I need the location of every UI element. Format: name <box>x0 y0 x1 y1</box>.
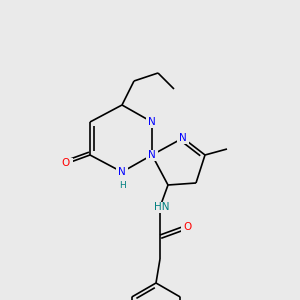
FancyBboxPatch shape <box>146 149 158 161</box>
FancyBboxPatch shape <box>181 221 195 233</box>
FancyBboxPatch shape <box>177 133 189 143</box>
Text: H: H <box>118 182 125 190</box>
FancyBboxPatch shape <box>146 116 158 128</box>
Text: O: O <box>62 158 70 168</box>
Text: N: N <box>118 167 126 177</box>
FancyBboxPatch shape <box>145 202 167 212</box>
Text: O: O <box>184 222 192 232</box>
Text: N: N <box>148 150 156 160</box>
Text: N: N <box>148 117 156 127</box>
FancyBboxPatch shape <box>116 167 128 178</box>
Text: N: N <box>179 133 187 143</box>
FancyBboxPatch shape <box>59 158 73 169</box>
Text: HN: HN <box>154 202 170 212</box>
